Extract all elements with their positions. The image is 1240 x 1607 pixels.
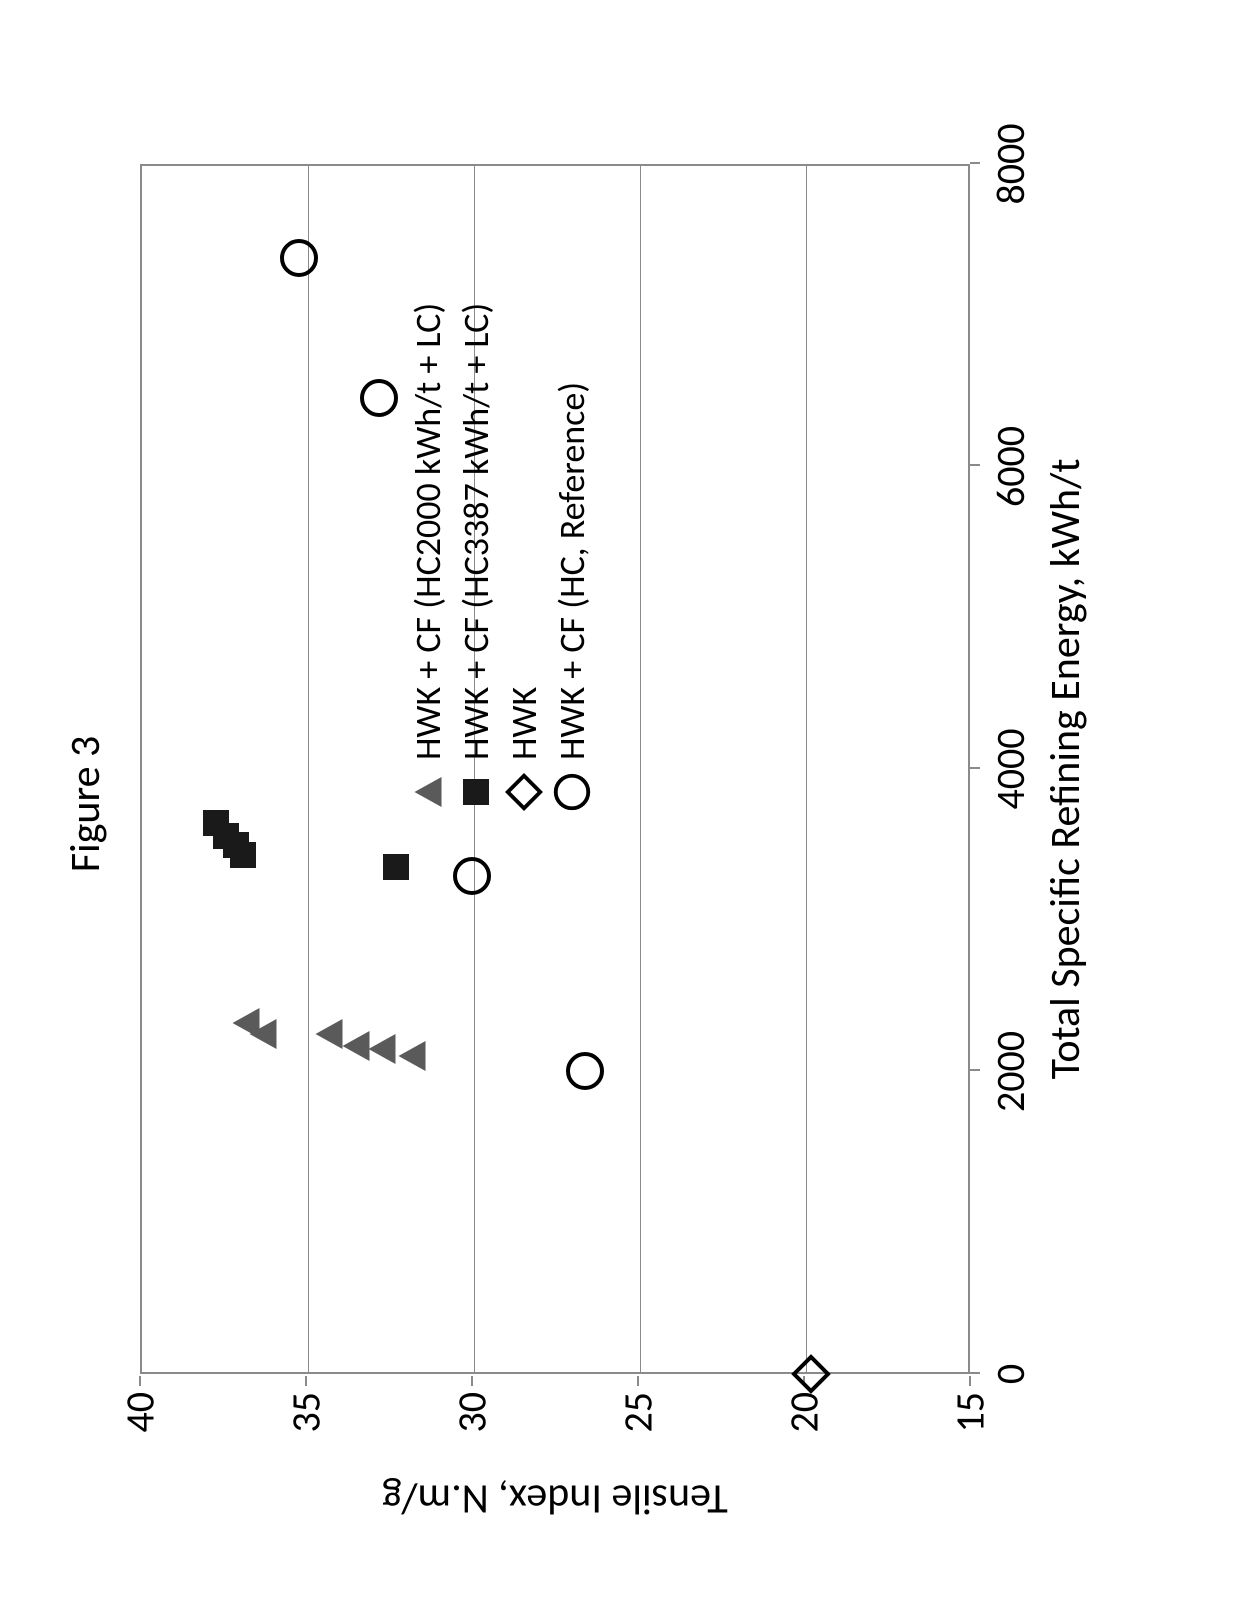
y-tick-label: 35 — [282, 1392, 331, 1433]
x-tick-mark — [970, 1069, 980, 1071]
legend-entry-hwk_cf_hc2000_lc: HWK + CF (HC2000 kWh/t + LC) — [406, 302, 450, 813]
gridline-y — [308, 166, 309, 1372]
data-point-hwk_cf_hc3387_lc — [381, 852, 411, 882]
data-point-hwk_cf_hc2000_lc — [312, 1016, 346, 1050]
y-tick-mark — [305, 1376, 307, 1386]
x-tick-label: 4000 — [986, 728, 1035, 809]
data-point-hwk_cf_hc_ref — [449, 853, 495, 899]
figure-title: Figure 3 — [60, 54, 111, 1554]
legend-entry-hwk_cf_hc_ref: HWK + CF (HC, Reference) — [550, 302, 594, 813]
chart-legend: HWK + CF (HC2000 kWh/t + LC)HWK + CF (HC… — [406, 302, 598, 813]
x-tick-label: 6000 — [986, 425, 1035, 506]
legend-marker-icon — [454, 770, 498, 814]
x-tick-label: 0 — [986, 1363, 1035, 1383]
gridline-y — [640, 166, 641, 1372]
legend-label: HWK — [502, 686, 546, 759]
gridline-y — [806, 166, 807, 1372]
y-tick-label: 40 — [116, 1392, 165, 1433]
legend-label: HWK + CF (HC2000 kWh/t + LC) — [406, 302, 450, 759]
legend-marker-icon — [406, 770, 450, 814]
data-point-hwk_cf_hc2000_lc — [395, 1039, 429, 1073]
x-tick-label: 8000 — [986, 123, 1035, 204]
figure-stage: Figure 3 Tensile Index, N.m/g Total Spec… — [0, 0, 1240, 1607]
y-tick-label: 30 — [448, 1392, 497, 1433]
data-point-hwk_cf_hc3387_lc — [201, 808, 231, 838]
x-tick-mark — [970, 767, 980, 769]
y-axis-label: Tensile Index, N.m/g — [382, 1473, 727, 1524]
x-tick-mark — [970, 1372, 980, 1374]
chart-rotated-wrapper: Figure 3 Tensile Index, N.m/g Total Spec… — [50, 54, 1190, 1554]
y-tick-label: 20 — [780, 1392, 829, 1433]
legend-label: HWK + CF (HC3387 kWh/t + LC) — [454, 302, 498, 759]
x-axis-label: Total Specific Refining Energy, kWh/t — [1040, 164, 1091, 1374]
legend-entry-hwk: HWK — [502, 302, 546, 813]
y-tick-mark — [139, 1376, 141, 1386]
data-point-hwk_cf_hc_ref — [356, 375, 402, 421]
legend-label: HWK + CF (HC, Reference) — [550, 381, 594, 759]
legend-entry-hwk_cf_hc3387_lc: HWK + CF (HC3387 kWh/t + LC) — [454, 302, 498, 813]
x-tick-label: 2000 — [986, 1030, 1035, 1111]
data-point-hwk — [788, 1351, 834, 1397]
x-tick-mark — [970, 464, 980, 466]
y-tick-mark — [471, 1376, 473, 1386]
data-point-hwk_cf_hc2000_lc — [229, 1006, 263, 1040]
data-point-hwk_cf_hc_ref — [276, 234, 322, 280]
y-tick-mark — [969, 1376, 971, 1386]
x-tick-mark — [970, 162, 980, 164]
legend-marker-icon — [550, 770, 594, 814]
y-tick-label: 15 — [946, 1392, 995, 1433]
y-tick-label: 25 — [614, 1392, 663, 1433]
legend-marker-icon — [502, 770, 546, 814]
data-point-hwk_cf_hc_ref — [562, 1048, 608, 1094]
y-tick-mark — [637, 1376, 639, 1386]
